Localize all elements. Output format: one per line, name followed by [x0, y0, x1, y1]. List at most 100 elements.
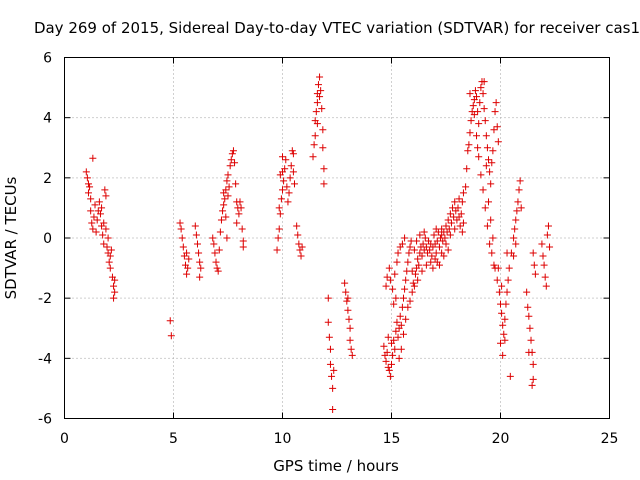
data-point: [286, 174, 294, 182]
data-point: [391, 345, 399, 353]
data-point: [422, 261, 430, 269]
data-point: [491, 108, 499, 116]
data-point: [317, 87, 325, 95]
data-point: [406, 243, 414, 251]
data-point: [197, 264, 205, 272]
data-point: [328, 372, 336, 380]
data-point: [451, 198, 459, 206]
data-point: [495, 288, 503, 296]
data-point: [529, 249, 537, 257]
data-point: [319, 144, 327, 152]
data-point: [210, 240, 218, 248]
data-point: [222, 186, 230, 194]
data-point: [515, 186, 523, 194]
data-point: [223, 234, 231, 242]
data-point: [402, 315, 410, 323]
data-point: [457, 210, 465, 218]
data-point: [345, 315, 353, 323]
data-point: [467, 117, 475, 125]
data-point: [277, 195, 285, 203]
data-point: [389, 285, 397, 293]
data-point: [386, 276, 394, 284]
data-point: [399, 294, 407, 302]
data-point: [487, 216, 495, 224]
data-point: [233, 219, 241, 227]
data-point: [473, 93, 481, 101]
data-point: [528, 381, 536, 389]
data-point: [318, 105, 326, 113]
data-point: [503, 288, 511, 296]
data-point: [312, 108, 320, 116]
data-point: [410, 282, 418, 290]
x-tick-label: 25: [601, 431, 619, 447]
data-point: [419, 240, 427, 248]
data-point: [430, 231, 438, 239]
data-point: [326, 345, 334, 353]
data-point: [231, 159, 239, 167]
data-point: [110, 294, 118, 302]
data-point: [111, 288, 119, 296]
y-tick-label: 4: [43, 111, 52, 127]
chart-title: Day 269 of 2015, Sidereal Day-to-day VTE…: [34, 19, 640, 37]
data-point: [282, 156, 290, 164]
data-point: [455, 195, 463, 203]
data-point: [281, 165, 289, 173]
data-point: [517, 204, 525, 212]
data-point: [481, 117, 489, 125]
data-point: [290, 180, 298, 188]
data-point: [476, 99, 484, 107]
data-point: [406, 297, 414, 305]
data-point: [167, 332, 175, 340]
data-point: [442, 240, 450, 248]
data-point: [458, 198, 466, 206]
data-point: [215, 246, 223, 254]
data-point: [502, 300, 510, 308]
data-point: [523, 288, 531, 296]
data-point: [341, 279, 349, 287]
data-point: [90, 213, 98, 221]
data-point: [84, 189, 92, 197]
data-point: [504, 276, 512, 284]
data-point: [310, 141, 318, 149]
data-point: [320, 180, 328, 188]
data-point: [458, 228, 466, 236]
data-point: [238, 225, 246, 233]
data-point: [505, 264, 513, 272]
data-point: [384, 333, 392, 341]
data-point: [451, 225, 459, 233]
data-point: [185, 255, 193, 263]
data-point: [432, 225, 440, 233]
data-point: [408, 267, 416, 275]
data-point: [314, 81, 322, 89]
data-point: [479, 90, 487, 98]
data-point: [492, 99, 500, 107]
data-point: [280, 177, 288, 185]
data-point: [527, 336, 535, 344]
data-point: [320, 165, 328, 173]
data-point: [394, 333, 402, 341]
data-point: [176, 219, 184, 227]
data-point: [89, 225, 97, 233]
data-point: [481, 204, 489, 212]
data-point: [511, 225, 519, 233]
data-points: [82, 73, 554, 413]
data-point: [399, 330, 407, 338]
data-point: [220, 201, 228, 209]
data-point: [298, 243, 306, 251]
data-point: [101, 186, 109, 194]
data-point: [512, 216, 520, 224]
data-point: [396, 312, 404, 320]
data-point: [385, 264, 393, 272]
data-point: [466, 90, 474, 98]
data-point: [229, 147, 237, 155]
data-point: [404, 258, 412, 266]
data-point: [239, 237, 247, 245]
data-point: [402, 276, 410, 284]
data-point: [463, 165, 471, 173]
data-point: [96, 210, 104, 218]
data-point: [510, 234, 518, 242]
data-point: [87, 207, 95, 215]
data-point: [490, 261, 498, 269]
data-point: [346, 336, 354, 344]
data-point: [295, 240, 303, 248]
